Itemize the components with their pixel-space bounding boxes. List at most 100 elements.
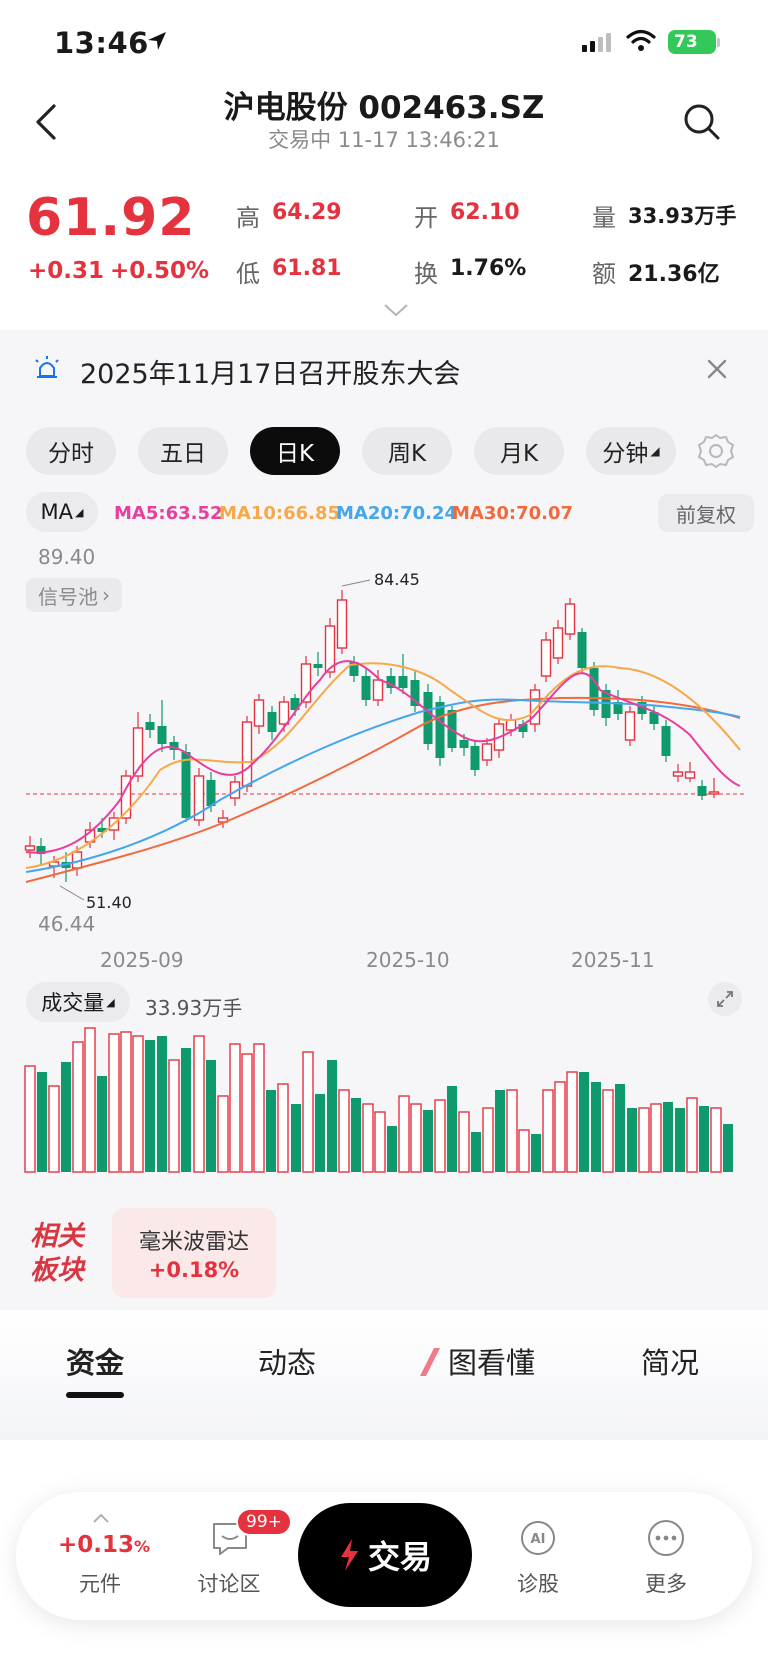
- x-label-nov: 2025-11: [571, 948, 655, 972]
- tab-weekly-k[interactable]: 周K: [362, 427, 452, 475]
- volume-bar: [675, 1108, 685, 1172]
- candles: [26, 590, 719, 882]
- candle-body: [424, 692, 433, 744]
- adjust-mode-button[interactable]: 前复权: [658, 494, 754, 532]
- candle: [483, 738, 492, 766]
- more-label[interactable]: 更多: [626, 1568, 706, 1598]
- tab-monthly-k[interactable]: 月K: [474, 427, 564, 475]
- tab-daily-k[interactable]: 日K: [250, 427, 340, 475]
- chevron-up-icon[interactable]: [92, 1512, 110, 1524]
- trade-button[interactable]: 交易: [298, 1503, 472, 1607]
- candle-body: [243, 722, 252, 786]
- candle: [662, 720, 671, 762]
- candle-body: [362, 676, 371, 700]
- candle: [255, 694, 264, 734]
- open-value: 62.10: [450, 200, 520, 225]
- volume-bar: [278, 1084, 288, 1172]
- ma-selector[interactable]: MA ◢: [26, 492, 98, 532]
- tab-funds[interactable]: 资金: [66, 1340, 124, 1382]
- volume-bar: [85, 1028, 95, 1172]
- x-label-oct: 2025-10: [366, 948, 450, 972]
- sector-name: 毫米波雷达: [112, 1224, 276, 1256]
- cellular-signal-icon: [582, 32, 611, 52]
- low-value: 61.81: [272, 256, 342, 281]
- candle: [614, 690, 623, 720]
- candle: [146, 714, 155, 738]
- candle-body: [686, 772, 695, 778]
- candle-body: [146, 722, 155, 730]
- status-time: 13:46: [54, 26, 149, 60]
- volume-bar: [723, 1124, 733, 1172]
- discuss-label[interactable]: 讨论区: [189, 1568, 269, 1598]
- volume-bar: [459, 1112, 469, 1172]
- turnover-value: 1.76%: [450, 256, 526, 281]
- volume-bar: [483, 1108, 493, 1172]
- tab-intraday[interactable]: 分时: [26, 427, 116, 475]
- candle: [686, 762, 695, 782]
- candle-body: [399, 676, 408, 688]
- volume-bar: [242, 1054, 252, 1172]
- volume-bar: [687, 1098, 697, 1172]
- candle: [219, 810, 228, 828]
- volume-bar: [97, 1076, 107, 1172]
- close-icon[interactable]: [706, 358, 728, 380]
- candle-body: [626, 712, 635, 740]
- volume-bar: [495, 1090, 505, 1172]
- tab-minute[interactable]: 分钟 ◢: [586, 427, 676, 475]
- candlestick-chart[interactable]: [0, 540, 768, 930]
- volume-indicator-selector[interactable]: 成交量 ◢: [26, 982, 130, 1022]
- candle: [674, 764, 683, 782]
- volume-bar: [399, 1096, 409, 1172]
- candle-body: [314, 664, 323, 668]
- ma20-legend: MA20:70.24: [336, 503, 457, 524]
- volume-bar: [663, 1102, 673, 1172]
- volume-bar: [471, 1132, 481, 1172]
- last-price: 61.92: [26, 188, 195, 248]
- chevron-down-icon[interactable]: [383, 302, 409, 318]
- volume-bar: [531, 1134, 541, 1172]
- gear-icon[interactable]: [696, 431, 736, 471]
- sector-card[interactable]: 毫米波雷达 +0.18%: [112, 1208, 276, 1298]
- volume-bar: [37, 1072, 47, 1172]
- volume-bar: [351, 1098, 361, 1172]
- candle-body: [483, 744, 492, 760]
- tab-overview[interactable]: 简况: [641, 1340, 699, 1382]
- discuss-badge: 99+: [236, 1508, 292, 1536]
- volume-bar: [266, 1090, 276, 1172]
- amount-value: 21.36亿: [628, 256, 720, 288]
- candle-body: [578, 632, 587, 668]
- open-label: 开: [414, 198, 438, 233]
- candle-body: [698, 786, 707, 796]
- index-change[interactable]: +0.13%: [58, 1532, 150, 1558]
- candle-body: [280, 702, 289, 724]
- fullscreen-icon[interactable]: [708, 982, 742, 1016]
- battery-indicator: 73: [668, 30, 716, 54]
- candle-body: [255, 700, 264, 726]
- volume-bar: [121, 1032, 131, 1172]
- volume-bar: [435, 1100, 445, 1172]
- volume-bar: [145, 1040, 155, 1172]
- volume-bar: [206, 1060, 216, 1172]
- tab-chart-insight[interactable]: 图看懂: [448, 1340, 535, 1382]
- candle: [362, 668, 371, 706]
- volume-bar: [230, 1044, 240, 1172]
- search-icon[interactable]: [682, 102, 722, 142]
- tab-news[interactable]: 动态: [258, 1340, 316, 1382]
- candle: [411, 670, 420, 712]
- candle-body: [662, 726, 671, 756]
- volume-bar: [291, 1104, 301, 1172]
- candle: [566, 598, 575, 640]
- ai-diagnose-icon[interactable]: AI: [518, 1518, 558, 1558]
- volume-value: 33.93万手: [628, 200, 736, 230]
- more-icon[interactable]: [646, 1518, 686, 1558]
- tab-five-day[interactable]: 五日: [138, 427, 228, 475]
- stock-title: 沪电股份 002463.SZ: [0, 82, 768, 127]
- wifi-icon: [626, 28, 656, 52]
- volume-bar: [603, 1090, 613, 1172]
- lightning-icon: [338, 1538, 360, 1572]
- diagnose-label[interactable]: 诊股: [498, 1568, 578, 1598]
- volume-bar: [218, 1096, 228, 1172]
- volume-bar: [363, 1104, 373, 1172]
- battery-tip: [717, 38, 720, 47]
- volume-bar: [567, 1072, 577, 1172]
